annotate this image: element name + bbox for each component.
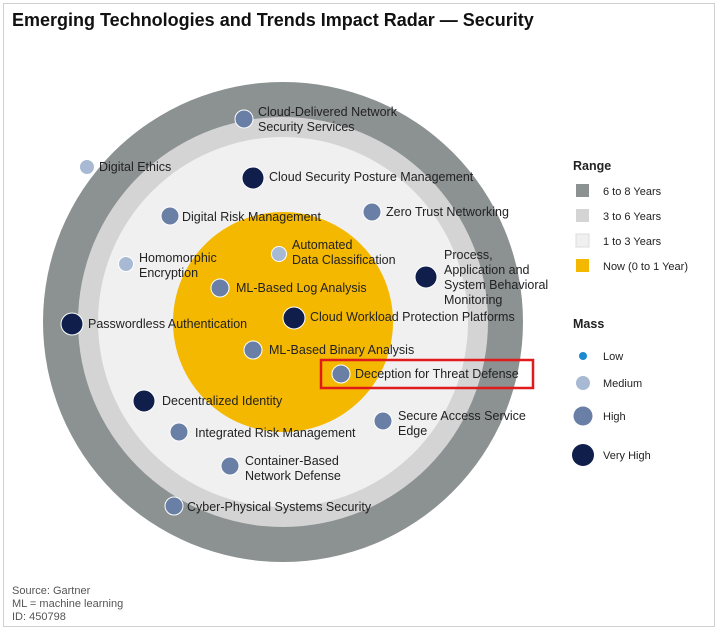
highlight-box [319,358,535,390]
marker-homomorphic-encryption [118,256,134,272]
figure-frame [3,3,715,627]
legend-swatch-1-to-3-years [575,233,590,248]
marker-integrated-risk-management [169,422,189,442]
legend-mass-title: Mass [573,317,604,331]
label-process-application-and-system-behavioral-monitoring: Process, Application and System Behavioral… [444,248,548,307]
legend-mass-marker-low [579,352,587,360]
label-ml-based-binary-analysis: ML-Based Binary Analysis [269,343,414,357]
legend-mass-marker-medium [576,376,590,390]
marker-container-based-network-defense [220,456,240,476]
marker-deception-for-threat-defense [331,364,351,384]
label-secure-access-service-edge: Secure Access Service Edge [398,409,526,438]
marker-ml-based-log-analysis [210,278,230,298]
label-digital-ethics: Digital Ethics [99,160,171,174]
legend-mass-very_high: Very High [603,450,651,462]
label-passwordless-authentication: Passwordless Authentication [88,317,247,331]
legend-range-1-to-3-years: 1 to 3 Years [603,236,662,248]
document-id: ID: 450798 [12,611,66,623]
label-integrated-risk-management: Integrated Risk Management [195,426,356,440]
label-digital-risk-management: Digital Risk Management [182,210,321,224]
legend-range-6-to-8-years: 6 to 8 Years [603,186,662,198]
marker-zero-trust-networking [362,202,382,222]
marker-cloud-delivered-network-security-services [234,109,254,129]
marker-digital-ethics [79,159,95,175]
legend-range-3-to-6-years: 3 to 6 Years [603,211,662,223]
label-automated-data-classification: Automated Data Classification [292,238,396,267]
marker-passwordless-authentication [60,312,84,336]
marker-secure-access-service-edge [373,411,393,431]
label-zero-trust-networking: Zero Trust Networking [386,205,509,219]
legend-mass-marker-very_high [572,444,594,466]
marker-process-application-and-system-behavioral-monitoring [414,265,438,289]
label-homomorphic-encryption: Homomorphic Encryption [139,251,217,280]
legend-mass-marker-high [573,406,593,426]
source-note: Source: Gartner [12,585,91,597]
label-cloud-workload-protection-platforms: Cloud Workload Protection Platforms [310,310,515,324]
legend-mass-medium: Medium [603,378,642,390]
label-cloud-delivered-network-security-services: Cloud-Delivered Network Security Services [258,105,398,134]
legend-swatch-3-to-6-years [576,209,589,222]
label-container-based-network-defense: Container-Based Network Defense [245,454,341,483]
marker-decentralized-identity [132,389,156,413]
label-cyber-physical-systems-security: Cyber-Physical Systems Security [187,500,372,514]
marker-automated-data-classification [271,246,287,262]
legend-mass-high: High [603,411,626,423]
label-cloud-security-posture-management: Cloud Security Posture Management [269,170,474,184]
marker-ml-based-binary-analysis [243,340,263,360]
marker-cyber-physical-systems-security [164,496,184,516]
marker-cloud-workload-protection-platforms [282,306,306,330]
abbreviation-note: ML = machine learning [12,598,124,610]
legend-range-now-0-to-1-year: Now (0 to 1 Year) [603,261,688,273]
legend-swatch-6-to-8-years [576,184,589,197]
label-deception-for-threat-defense: Deception for Threat Defense [355,367,519,381]
figure-title: Emerging Technologies and Trends Impact … [12,10,534,30]
marker-digital-risk-management [160,206,180,226]
label-ml-based-log-analysis: ML-Based Log Analysis [236,281,367,295]
legend-mass-low: Low [603,351,623,363]
legend-range-title: Range [573,159,611,173]
marker-cloud-security-posture-management [241,166,265,190]
figure-footer: Source: Gartner ML = machine learning ID… [12,585,123,624]
label-decentralized-identity: Decentralized Identity [162,394,283,408]
legend-swatch-now-0-to-1-year [576,259,589,272]
